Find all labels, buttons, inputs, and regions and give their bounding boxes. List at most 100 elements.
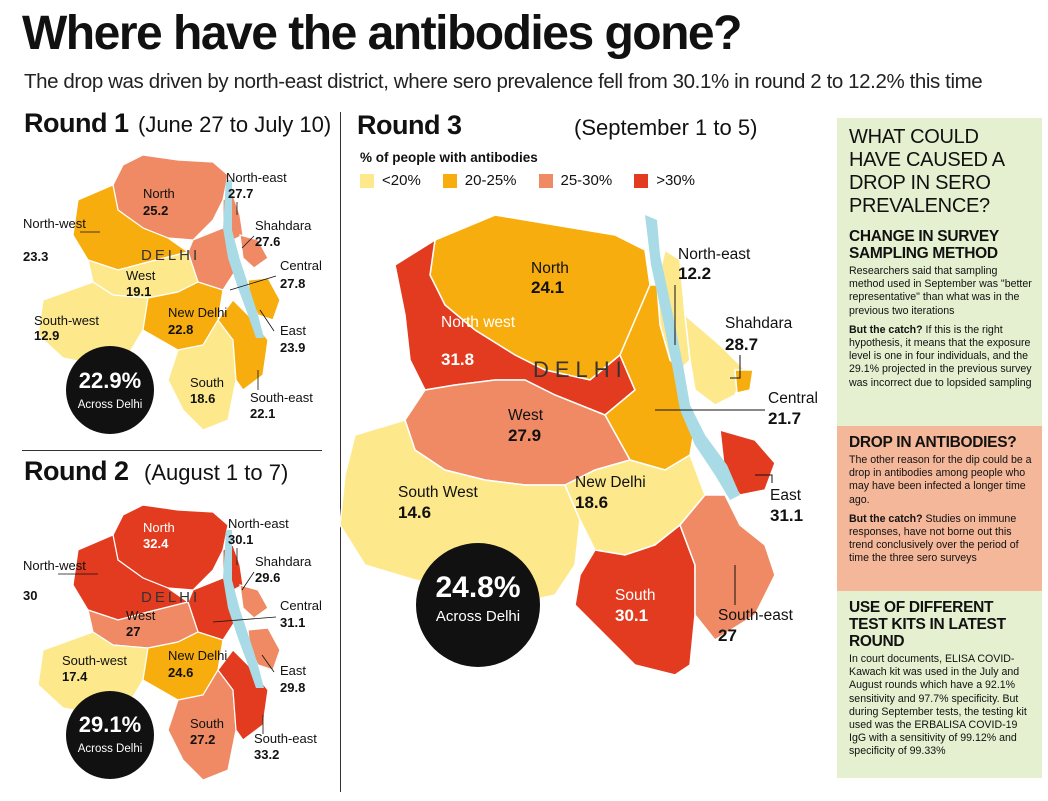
round2-label-new-delhi: New Delhi: [168, 648, 227, 663]
round1-label-north-east: North-east: [226, 170, 287, 185]
round1-value-south: 18.6: [190, 391, 215, 406]
round3-value-shahdara: 28.7: [725, 335, 758, 354]
round2-dates: (August 1 to 7): [144, 460, 289, 485]
legend-swatch: [442, 173, 457, 188]
legend-swatch: [634, 173, 649, 188]
round3-label-south-east: South-east: [718, 607, 794, 624]
sidebar-catch-body: Studies on immune responses, have not bo…: [849, 512, 1019, 565]
round2-value-east: 29.8: [280, 680, 305, 695]
round1-label-north: North: [143, 186, 175, 201]
round2-label-central: Central: [280, 598, 322, 613]
sidebar-section-antibodies: DROP IN ANTIBODIES? The other reason for…: [837, 426, 1042, 591]
round2-label-north-east: North-east: [228, 516, 289, 531]
district-south-west: [37, 281, 149, 366]
round3-value-east: 31.1: [770, 506, 803, 525]
district-south-east: [217, 299, 269, 391]
sidebar-catch-body: If this is the right hypothesis, it mean…: [849, 323, 1032, 389]
round2-label-shahdara: Shahdara: [255, 554, 312, 569]
round1-overall-badge: [66, 346, 154, 434]
district-shahdara-east: [734, 369, 754, 394]
legend-item: >30%: [634, 172, 695, 189]
legend-label: >30%: [656, 172, 695, 189]
round2-overall-badge: [66, 691, 154, 779]
round1-value-north: 25.2: [143, 203, 168, 218]
legend-item: 20-25%: [442, 172, 517, 189]
legend-label: 25-30%: [560, 172, 613, 189]
round3-value-west: 27.9: [508, 426, 541, 445]
round3-label-north-west: North west: [441, 314, 516, 331]
round1-heading: Round 1: [24, 108, 129, 138]
round1-label-west: West: [126, 268, 156, 283]
district-south: [167, 318, 237, 431]
round2-label-north: North: [143, 520, 175, 535]
round1-overall-caption: Across Delhi: [78, 399, 143, 411]
round2-value-north: 32.4: [143, 536, 169, 551]
sidebar-heading: CHANGE IN SURVEY SAMPLING METHOD: [849, 228, 999, 262]
round3-label-shahdara: Shahdara: [725, 315, 793, 332]
river-yamuna: [223, 180, 264, 338]
round3-value-south-east: 27: [718, 626, 737, 645]
round3-label-south-west: South West: [398, 484, 479, 501]
round2-overall-caption: Across Delhi: [78, 743, 143, 755]
sidebar-body: In court documents, ELISA COVID-Kawach k…: [849, 653, 1027, 758]
legend-label: <20%: [382, 172, 421, 189]
sidebar-heading: USE OF DIFFERENT TEST KITS IN LATEST ROU…: [849, 599, 1006, 650]
round1-label-south-west: South-west: [34, 313, 99, 328]
round3-delhi-label: DELHI: [533, 357, 628, 382]
divider-horizontal: [22, 450, 322, 451]
round2-label-south-west: South-west: [62, 653, 127, 668]
round2-value-new-delhi: 24.6: [168, 665, 193, 680]
round1-value-central: 27.8: [280, 276, 305, 291]
round1-dates: (June 27 to July 10): [138, 112, 332, 137]
legend: <20% 20-25% 25-30% >30%: [360, 172, 695, 189]
sidebar-body: Researchers said that sampling method us…: [849, 265, 1032, 317]
round2-value-north-west: 30: [23, 588, 37, 603]
district-south-west: [339, 419, 581, 606]
round3-overall-caption: Across Delhi: [436, 608, 520, 625]
round3-map: North 24.1 North-east 12.2 Shahdara 28.7…: [339, 214, 818, 676]
round1-value-south-east: 22.1: [250, 406, 275, 421]
sidebar-catch: But the catch? If this is the right hypo…: [849, 324, 1032, 390]
round1-overall-value: 22.9%: [79, 368, 141, 393]
district-shahdara: [684, 313, 746, 406]
round2-value-south-west: 17.4: [62, 669, 88, 684]
round2-overall-value: 29.1%: [79, 712, 141, 737]
round1-value-north-west: 23.3: [23, 249, 48, 264]
sidebar-catch-label: But the catch?: [849, 512, 923, 525]
round1-value-north-east: 27.7: [228, 186, 253, 201]
round1-value-shahdara: 27.6: [255, 234, 280, 249]
round1-label-east: East: [280, 323, 306, 338]
round1-value-south-west: 12.9: [34, 328, 59, 343]
legend-item: <20%: [360, 172, 421, 189]
round2-delhi-label: DELHI: [141, 589, 200, 606]
district-shahdara: [239, 584, 269, 619]
round1-label-central: Central: [280, 258, 322, 273]
round2-label-south-east: South-east: [254, 731, 317, 746]
round1-label-shahdara: Shahdara: [255, 218, 312, 233]
round3-label-east: East: [770, 487, 802, 504]
round3-dates: (September 1 to 5): [574, 115, 758, 140]
round3-label-north: North: [531, 260, 569, 277]
sidebar-body: The other reason for the dip could be a …: [849, 454, 1032, 506]
round3-value-south: 30.1: [615, 606, 648, 625]
round3-value-north-west: 31.8: [441, 350, 474, 369]
sidebar-question: WHAT COULD HAVE CAUSED A DROP IN SERO PR…: [849, 126, 1004, 217]
round3-value-north: 24.1: [531, 278, 564, 297]
page-title: Where have the antibodies gone?: [22, 7, 742, 60]
district-south-east: [679, 494, 776, 641]
round2-value-shahdara: 29.6: [255, 570, 280, 585]
round2-map: North 32.4 North-east 30.1 Shahdara 29.6…: [23, 504, 322, 781]
round3-value-new-delhi: 18.6: [575, 493, 608, 512]
round3-value-south-west: 14.6: [398, 503, 431, 522]
round2-value-central: 31.1: [280, 615, 305, 630]
round3-value-central: 21.7: [768, 409, 801, 428]
district-south: [574, 523, 696, 676]
round1-delhi-label: DELHI: [141, 247, 200, 264]
round1-map: North 25.2 North-east 27.7 Shahdara 27.6…: [23, 154, 322, 434]
round3-label-central: Central: [768, 390, 818, 407]
legend-item: 25-30%: [538, 172, 613, 189]
sidebar-catch-label: But the catch?: [849, 323, 923, 336]
river-yamuna: [645, 215, 740, 500]
round2-heading: Round 2: [24, 456, 129, 486]
round1-label-new-delhi: New Delhi: [168, 305, 227, 320]
